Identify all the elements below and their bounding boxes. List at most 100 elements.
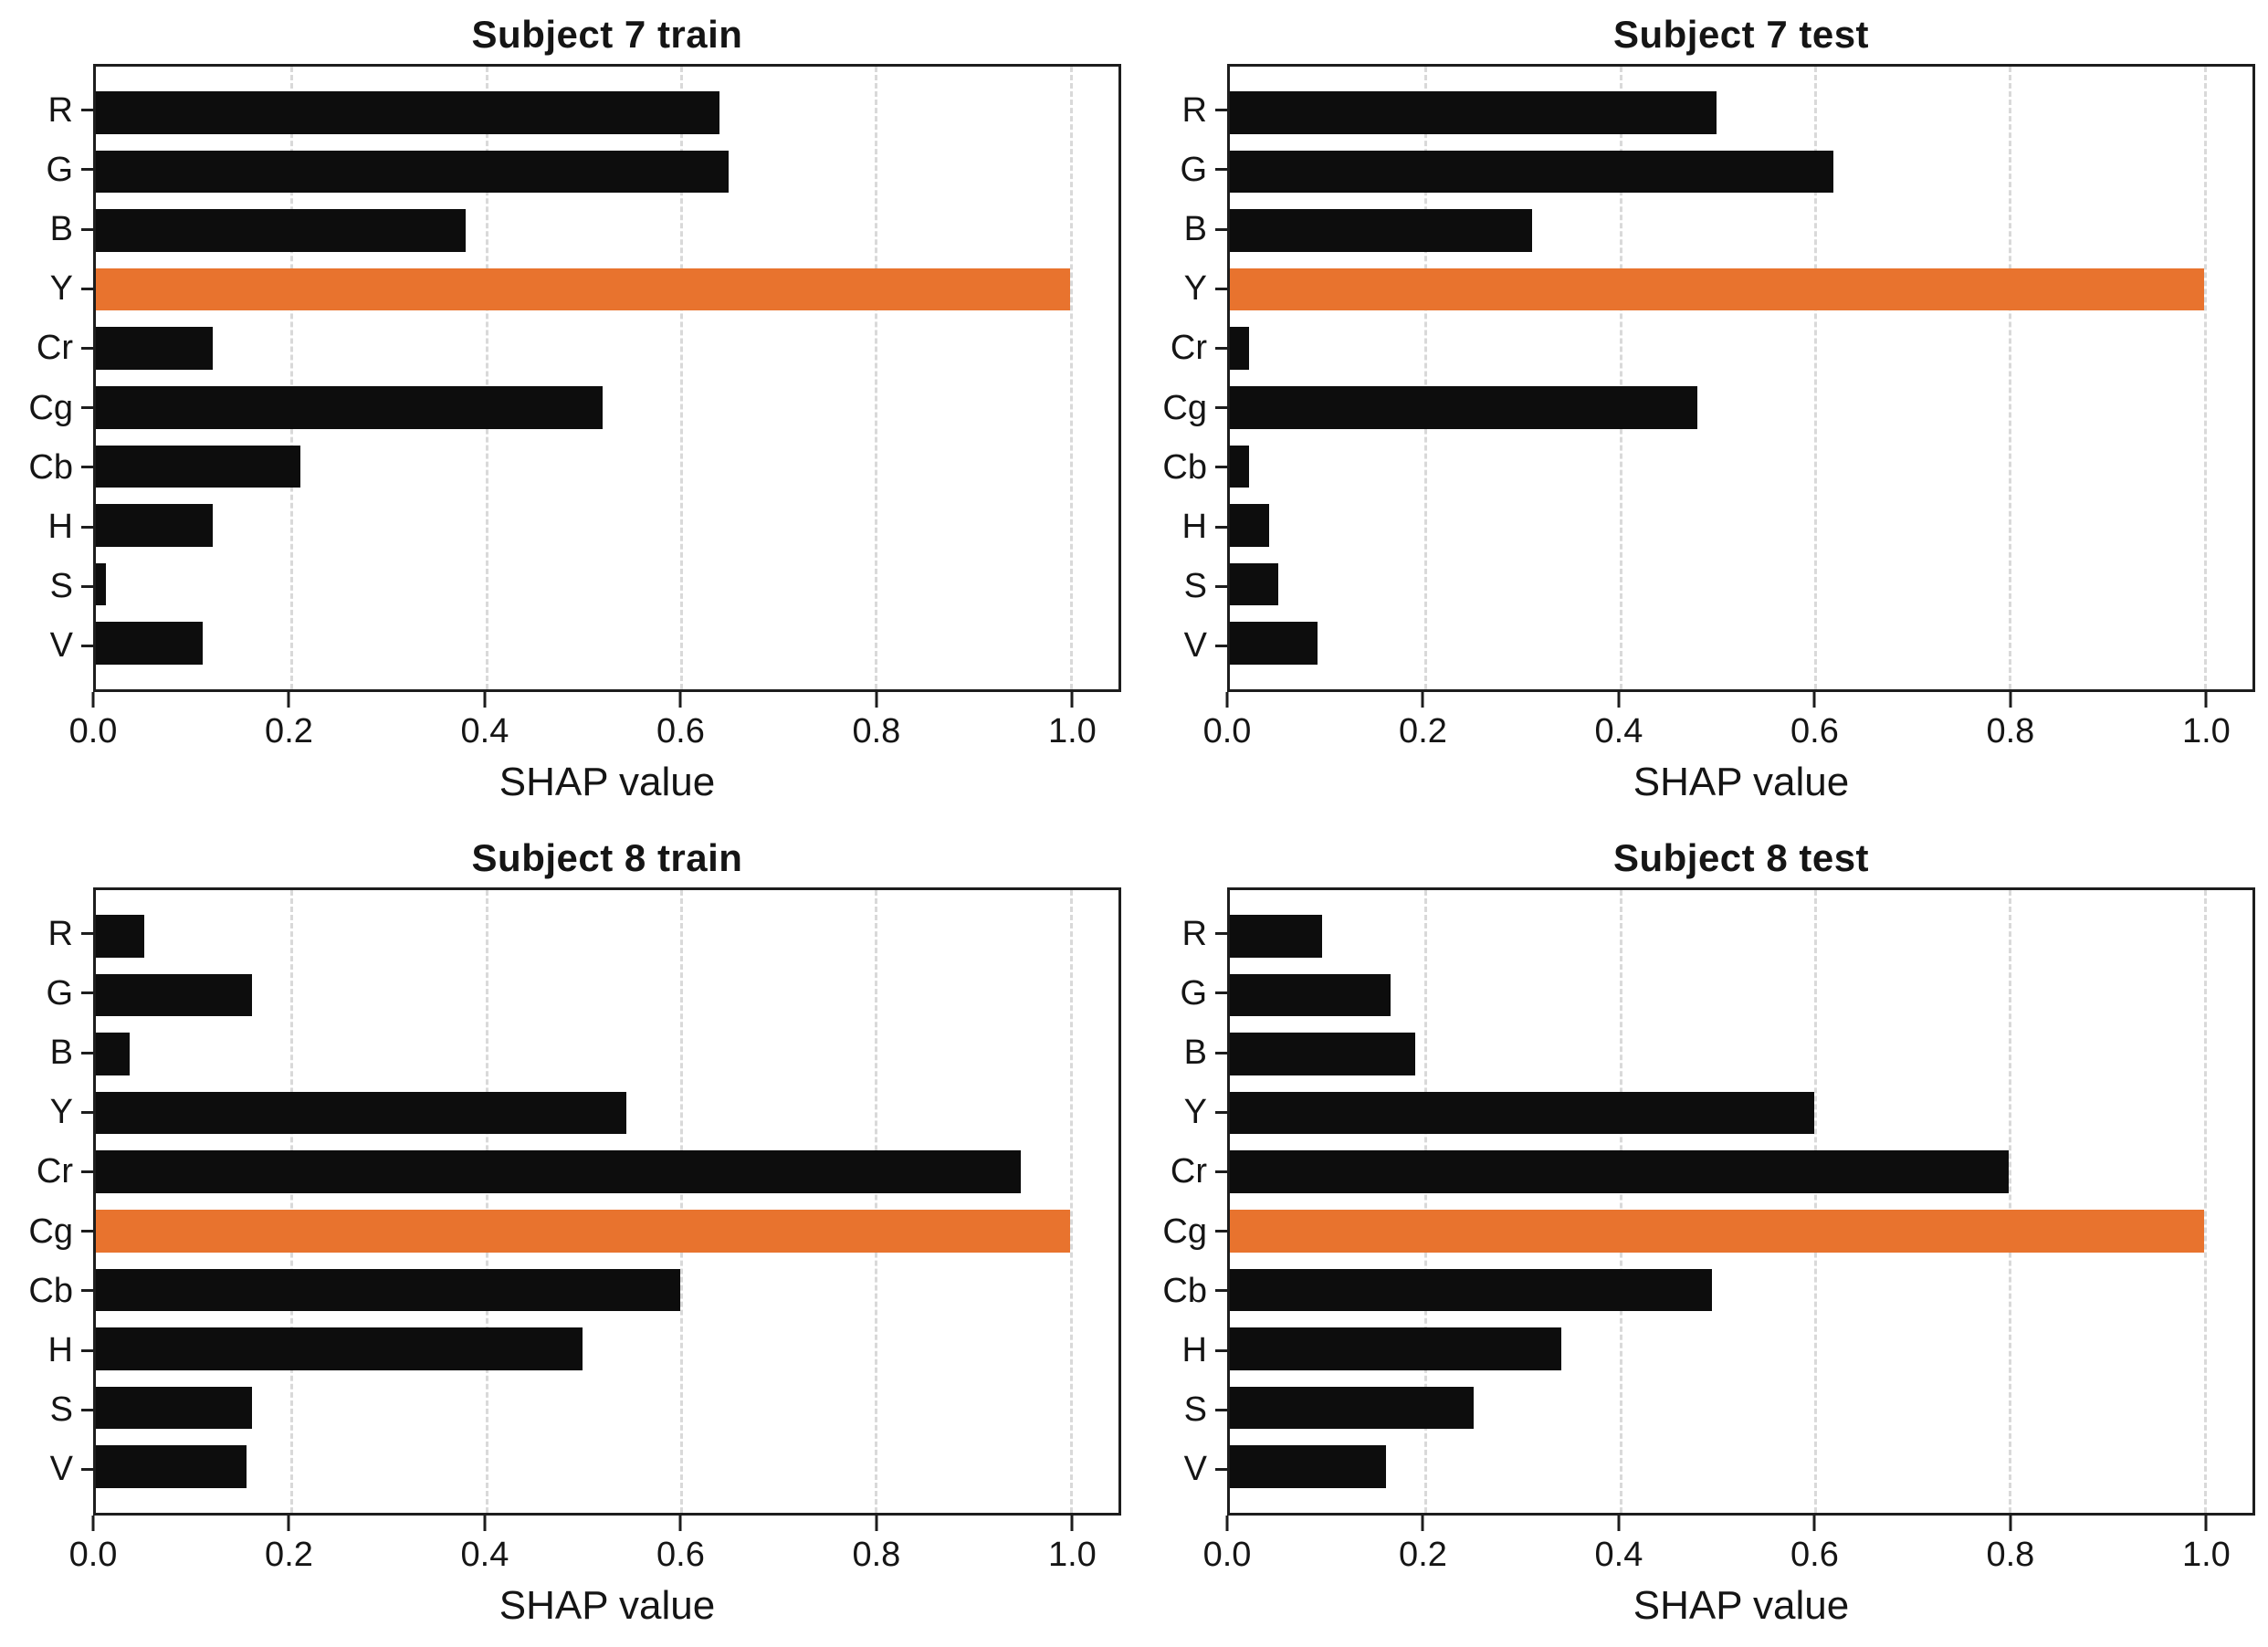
x-tick-mark	[1812, 692, 1816, 708]
bar-H	[1230, 504, 1269, 547]
gridline	[1814, 67, 1817, 689]
y-tick-mark	[81, 1289, 93, 1293]
bar-Cb	[96, 1268, 680, 1312]
x-axis: 0.0 0.2 0.4 0.6 0.8 1.0	[69, 692, 1121, 750]
y-tick-label-B: B	[49, 1033, 73, 1072]
y-tick-mark	[81, 168, 93, 172]
y-tick-mark	[1215, 287, 1227, 290]
y-tick-mark	[1215, 168, 1227, 172]
bar-row-R	[96, 83, 1118, 142]
x-tick-mark	[1070, 1516, 1074, 1531]
bar-row-B	[1230, 201, 2252, 260]
bar-S	[1230, 562, 1279, 606]
bar-Cr	[96, 327, 213, 370]
y-tick-mark	[81, 1467, 93, 1471]
bar-rows	[96, 67, 1118, 689]
x-tick-label-1.0: 1.0	[1047, 1536, 1097, 1574]
bar-row-V	[1230, 1437, 2252, 1496]
y-label-row-V: V	[1134, 616, 1227, 676]
y-tick-label-V: V	[1183, 626, 1207, 666]
gridline	[875, 890, 878, 1513]
plot-area	[1227, 887, 2255, 1516]
bar-H	[1230, 1327, 1561, 1370]
chart-subject-8-train: Subject 8 train R G B Y Cr Cg Cb H S V 0.0 0.2 0.4 0…	[0, 824, 1134, 1647]
x-tick-label-1.0: 1.0	[1047, 712, 1097, 750]
y-tick-label-V: V	[49, 626, 73, 666]
bar-H	[96, 504, 213, 547]
bar-row-Y	[96, 1084, 1118, 1143]
bar-Y	[96, 1091, 627, 1135]
y-tick-label-Cg: Cg	[1162, 388, 1207, 427]
y-tick-mark	[81, 584, 93, 588]
bar-S	[1230, 1386, 1474, 1430]
x-tick-mark	[2009, 1516, 2012, 1531]
y-tick-mark	[81, 346, 93, 350]
y-tick-label-Y: Y	[1183, 1093, 1207, 1132]
chart-title: Subject 8 train	[471, 836, 743, 879]
highlighted-bar-Cg	[1230, 1210, 2204, 1253]
bar-row-Cg	[1230, 1201, 2252, 1261]
y-tick-label-G: G	[1180, 150, 1207, 189]
bar-S	[96, 1386, 252, 1430]
bar-V	[96, 622, 204, 665]
y-tick-label-V: V	[1183, 1450, 1207, 1489]
y-tick-mark	[1215, 644, 1227, 647]
bar-row-G	[96, 966, 1118, 1025]
x-tick-mark	[2204, 692, 2208, 708]
y-tick-mark	[81, 1230, 93, 1233]
highlighted-bar-Cg	[96, 1210, 1070, 1253]
y-tick-label-S: S	[1183, 567, 1207, 606]
x-tick-label-0.0: 0.0	[68, 1536, 118, 1574]
gridline	[485, 67, 488, 689]
gridline	[290, 890, 294, 1513]
bar-row-G	[1230, 966, 2252, 1025]
x-tick-mark	[1617, 1516, 1621, 1531]
y-label-row-S: S	[1134, 557, 1227, 616]
y-tick-mark	[1215, 406, 1227, 410]
bar-row-R	[1230, 907, 2252, 966]
y-label-row-Cg: Cg	[1134, 378, 1227, 437]
y-tick-label-S: S	[1183, 1390, 1207, 1430]
y-tick-label-Cg: Cg	[28, 1212, 73, 1251]
y-tick-mark	[1215, 1230, 1227, 1233]
y-tick-mark	[81, 1051, 93, 1054]
x-tick-label-0.2: 0.2	[1399, 712, 1447, 750]
x-tick-mark	[1225, 692, 1229, 708]
x-tick-label-0.0: 0.0	[1202, 1536, 1252, 1574]
x-tick-mark	[1812, 1516, 1816, 1531]
bar-Cb	[96, 445, 300, 488]
bar-row-H	[1230, 1319, 2252, 1379]
x-tick-label-0.8: 0.8	[1986, 1536, 2035, 1574]
bar-R	[1230, 91, 1717, 134]
y-tick-mark	[1215, 466, 1227, 469]
x-tick-mark	[1421, 692, 1424, 708]
x-tick-label-0.4: 0.4	[460, 712, 509, 750]
y-tick-label-Cr: Cr	[36, 1152, 73, 1191]
x-tick-mark	[287, 1516, 290, 1531]
y-tick-mark	[81, 227, 93, 231]
x-tick-label-0.6: 0.6	[656, 712, 705, 750]
highlighted-bar-Y	[1230, 268, 2204, 311]
y-tick-mark	[1215, 584, 1227, 588]
y-tick-mark	[1215, 525, 1227, 529]
x-axis-label: SHAP value	[1633, 1583, 1850, 1628]
gridline	[680, 67, 683, 689]
bar-row-H	[1230, 496, 2252, 555]
x-tick-mark	[678, 692, 682, 708]
y-tick-label-Y: Y	[1183, 269, 1207, 309]
x-tick-mark	[483, 1516, 487, 1531]
y-tick-label-B: B	[1183, 210, 1207, 248]
x-tick-label-0.4: 0.4	[460, 1536, 509, 1574]
y-label-row-S: S	[0, 557, 93, 616]
bar-B	[1230, 209, 1532, 252]
y-label-row-R: R	[0, 80, 93, 140]
bar-row-V	[1230, 614, 2252, 673]
x-tick-label-0.0: 0.0	[68, 712, 118, 750]
y-label-row-Cb: Cb	[1134, 1261, 1227, 1320]
y-tick-mark	[1215, 227, 1227, 231]
y-tick-label-Cb: Cb	[1162, 1271, 1207, 1310]
x-tick-label-0.2: 0.2	[265, 1536, 313, 1574]
bar-row-G	[1230, 142, 2252, 202]
x-axis: 0.0 0.2 0.4 0.6 0.8 1.0	[69, 1516, 1121, 1574]
